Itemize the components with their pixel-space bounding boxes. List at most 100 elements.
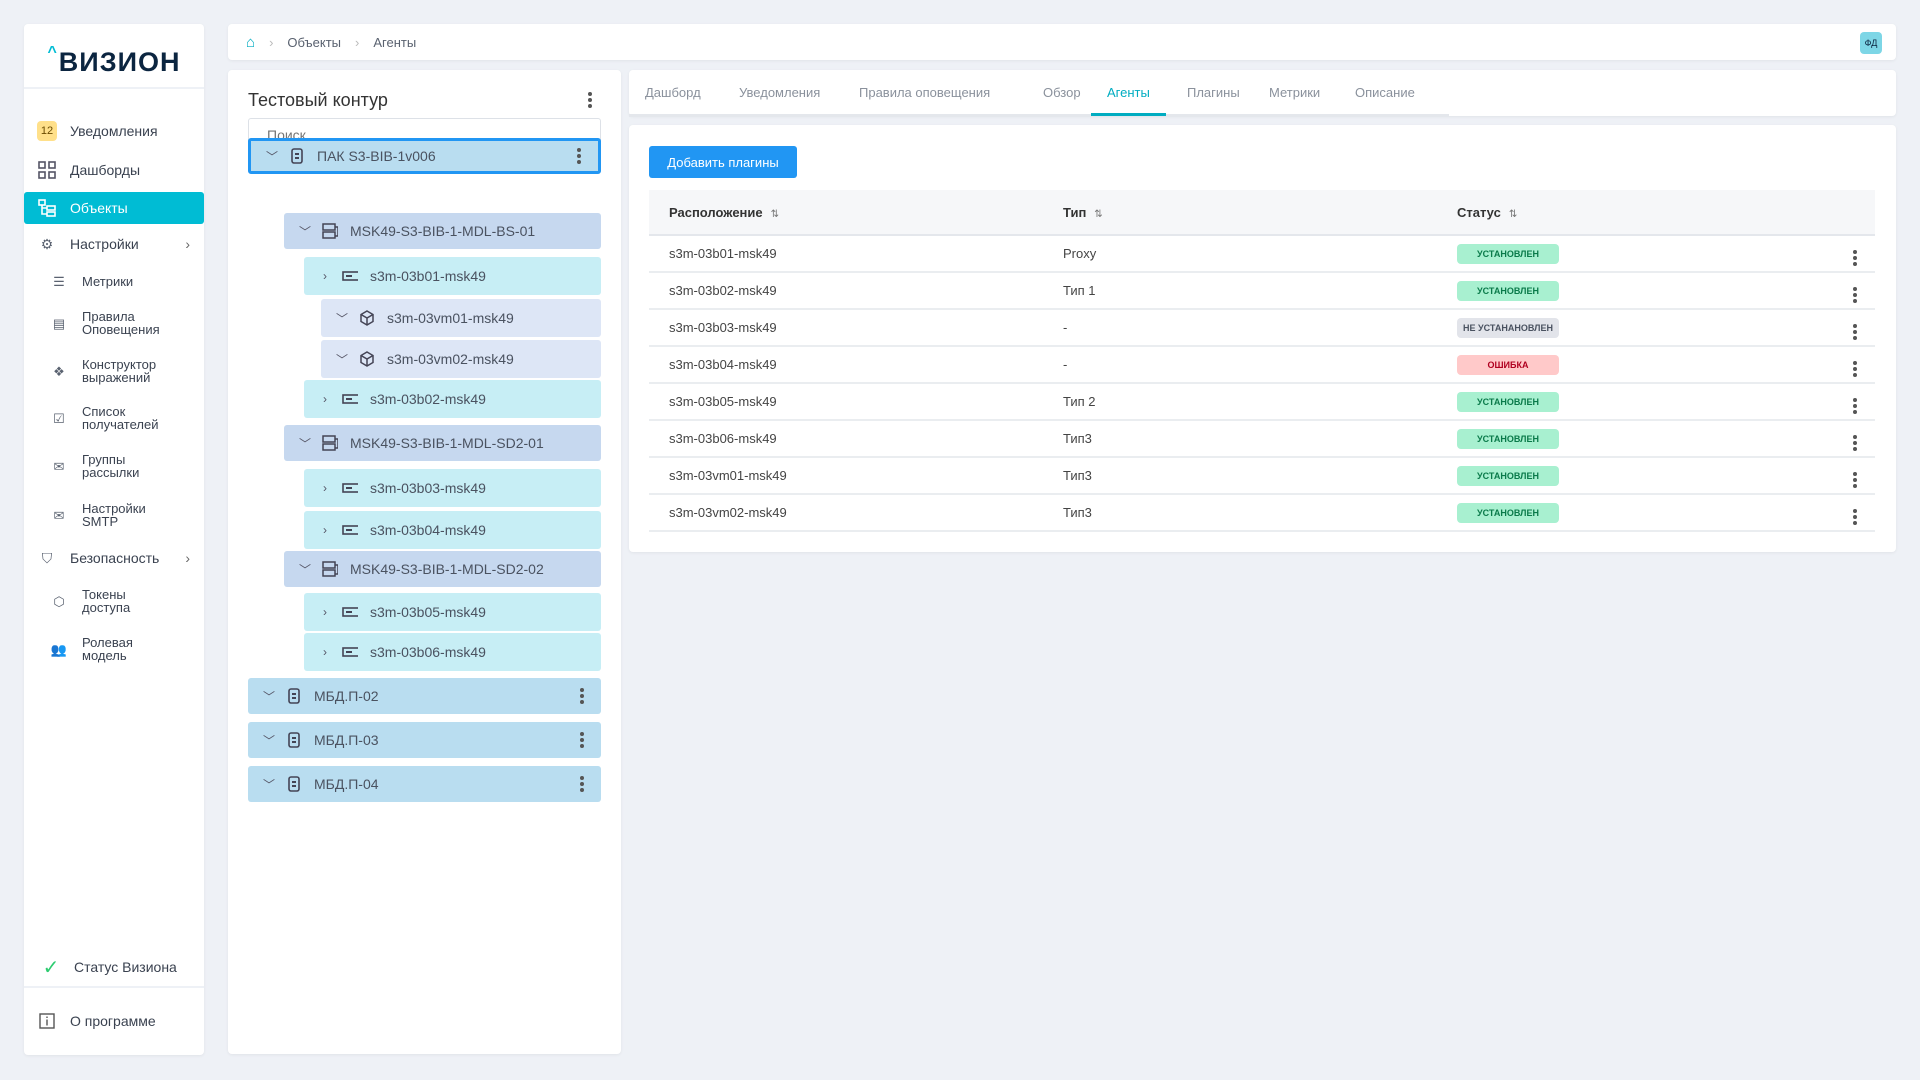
chevron-down-icon[interactable]: ﹀ <box>262 689 275 704</box>
tree-node[interactable]: ﹀ MSK49-S3-BIB-1-MDL-SD2-01 <box>284 425 601 461</box>
chevron-right-icon[interactable]: › <box>323 605 327 619</box>
sidebar-item-11[interactable]: ⬡ Токены доступа <box>24 587 204 615</box>
sidebar-item-label: Токены доступа <box>82 587 131 615</box>
sidebar-item-9[interactable]: ✉ Настройки SMTP <box>24 502 204 528</box>
sidebar-item-4[interactable]: ☰ Метрики <box>24 270 204 292</box>
node-label: s3m-03b01-msk49 <box>370 268 486 284</box>
sort-icon[interactable]: ⇅ <box>770 208 780 220</box>
sidebar-item-7[interactable]: ☑ Список получателей <box>24 405 204 431</box>
chevron-down-icon[interactable]: ﹀ <box>262 733 275 748</box>
table-row[interactable]: s3m-03b06-msk49 Тип3 УСТАНОВЛЕН <box>649 420 1875 458</box>
tab-3[interactable]: Обзор <box>1043 85 1081 100</box>
sidebar-item-label: Метрики <box>82 273 134 289</box>
status-badge: УСТАНОВЛЕН <box>1457 502 1559 523</box>
tab-4[interactable]: Агенты <box>1091 70 1166 116</box>
chevron-down-icon[interactable]: ﹀ <box>262 777 275 792</box>
tree-node[interactable]: ﹀ s3m-03vm01-msk49 <box>321 299 601 337</box>
tree-node[interactable]: › s3m-03b02-msk49 <box>304 380 601 418</box>
more-icon[interactable] <box>1850 360 1860 377</box>
more-icon[interactable] <box>577 732 587 748</box>
table-row[interactable]: s3m-03b03-msk49- НЕ УСТАНАНОВЛЕН <box>649 309 1875 347</box>
tree-node[interactable]: ﹀ МБД.П-03 <box>248 722 601 758</box>
node-type-icon <box>359 310 375 326</box>
tree-node[interactable]: › s3m-03b05-msk49 <box>304 593 601 631</box>
chevron-down-icon[interactable]: ﹀ <box>335 352 348 367</box>
sidebar-item-0[interactable]: 12 Уведомления <box>24 120 204 142</box>
sidebar-item-8[interactable]: ✉ Группы рассылки <box>24 452 204 480</box>
sidebar-item-6[interactable]: ❖ Конструктор выражений <box>24 358 204 384</box>
about-link[interactable]: О программе <box>36 1010 216 1032</box>
more-icon[interactable] <box>1850 249 1860 266</box>
more-icon[interactable] <box>1850 286 1860 303</box>
sidebar-item-3[interactable]: ⚙ Настройки › <box>24 233 204 255</box>
badge-count: 12 <box>37 121 57 141</box>
tab-7[interactable]: Описание <box>1355 85 1415 100</box>
more-icon[interactable] <box>585 92 595 108</box>
more-icon[interactable] <box>574 148 584 164</box>
logo[interactable]: ^ВИЗИОН <box>47 44 181 77</box>
table-row[interactable]: s3m-03vm02-msk49 Тип3 УСТАНОВЛЕН <box>649 494 1875 532</box>
table-row[interactable]: s3m-03b04-msk49- ОШИБКА <box>649 346 1875 384</box>
sort-icon[interactable]: ⇅ <box>1508 208 1518 220</box>
sidebar-item-10[interactable]: ⛉ Безопасность › <box>24 547 204 569</box>
table-row[interactable]: s3m-03b01-msk49 Proxy УСТАНОВЛЕН <box>649 235 1875 273</box>
more-icon[interactable] <box>1850 397 1860 414</box>
tree-node[interactable]: ﹀ МБД.П-04 <box>248 766 601 802</box>
more-icon[interactable] <box>577 776 587 792</box>
chevron-down-icon[interactable]: ﹀ <box>265 149 278 164</box>
tree-node[interactable]: ﹀ s3m-03vm02-msk49 <box>321 340 601 378</box>
avatar[interactable]: ФД <box>1860 32 1882 54</box>
tab-6[interactable]: Метрики <box>1269 85 1321 100</box>
tree-node[interactable]: ﹀ ПАК S3-BIB-1v006 <box>248 138 601 174</box>
table-row[interactable]: s3m-03vm01-msk49 Тип3 УСТАНОВЛЕН <box>649 457 1875 495</box>
chevron-down-icon[interactable]: ﹀ <box>298 224 311 239</box>
chevron-right-icon[interactable]: › <box>323 481 327 495</box>
more-icon[interactable] <box>1850 471 1860 488</box>
more-icon[interactable] <box>1850 434 1860 451</box>
chevron-down-icon[interactable]: ﹀ <box>335 311 348 326</box>
diamond-icon: ❖ <box>53 363 65 379</box>
breadcrumb-objects[interactable]: Объекты <box>287 34 342 50</box>
sidebar-item-label: Группы рассылки <box>82 452 140 480</box>
table-row[interactable]: s3m-03b05-msk49 Тип 2 УСТАНОВЛЕН <box>649 383 1875 421</box>
chevron-down-icon[interactable]: ﹀ <box>298 436 311 451</box>
sidebar-item-label: Правила Оповещения <box>82 309 160 337</box>
sort-icon[interactable]: ⇅ <box>1094 208 1103 220</box>
more-icon[interactable] <box>1850 508 1860 525</box>
tree-node[interactable]: › s3m-03b04-msk49 <box>304 511 601 549</box>
tree-node[interactable]: ﹀ MSK49-S3-BIB-1-MDL-SD2-02 <box>284 551 601 587</box>
column-type[interactable]: Тип ⇅ <box>1043 190 1437 236</box>
add-plugins-button[interactable]: Добавить плагины <box>649 146 797 178</box>
chevron-right-icon[interactable]: › <box>185 236 190 252</box>
location-cell: s3m-03vm02-msk49 <box>649 494 1043 532</box>
chevron-right-icon[interactable]: › <box>323 645 327 659</box>
sidebar-item-5[interactable]: ▤ Правила Оповещения <box>24 309 204 337</box>
column-label: Тип <box>1063 204 1087 220</box>
tab-0[interactable]: Дашборд <box>645 85 701 100</box>
chevron-right-icon[interactable]: › <box>323 392 327 406</box>
tab-5[interactable]: Плагины <box>1187 85 1240 100</box>
chevron-right-icon[interactable]: › <box>185 550 190 566</box>
location-cell: s3m-03b04-msk49 <box>649 346 1043 384</box>
chevron-right-icon[interactable]: › <box>323 523 327 537</box>
more-icon[interactable] <box>1850 323 1860 340</box>
tree-node[interactable]: › s3m-03b03-msk49 <box>304 469 601 507</box>
tab-1[interactable]: Уведомления <box>739 85 821 100</box>
chevron-down-icon[interactable]: ﹀ <box>298 562 311 577</box>
sidebar-item-2[interactable]: Объекты <box>24 192 204 224</box>
more-icon[interactable] <box>577 688 587 704</box>
chevron-right-icon[interactable]: › <box>323 269 327 283</box>
tree-node[interactable]: ﹀ МБД.П-02 <box>248 678 601 714</box>
node-label: ПАК S3-BIB-1v006 <box>317 148 436 164</box>
tab-2[interactable]: Правила оповещения <box>859 85 991 100</box>
tree-node[interactable]: › s3m-03b01-msk49 <box>304 257 601 295</box>
tree-node[interactable]: ﹀ MSK49-S3-BIB-1-MDL-BS-01 <box>284 213 601 249</box>
sidebar-item-1[interactable]: Дашборды <box>24 159 204 181</box>
vision-status[interactable]: ✓ Статус Визиона <box>40 956 220 979</box>
column-location[interactable]: Расположение ⇅ <box>649 190 1043 236</box>
table-row[interactable]: s3m-03b02-msk49 Тип 1 УСТАНОВЛЕН <box>649 272 1875 310</box>
column-status[interactable]: Статус ⇅ <box>1437 190 1835 236</box>
home-icon[interactable]: ⌂ <box>246 33 256 51</box>
tree-node[interactable]: › s3m-03b06-msk49 <box>304 633 601 671</box>
sidebar-item-12[interactable]: 👥 Ролевая модель <box>24 636 204 662</box>
